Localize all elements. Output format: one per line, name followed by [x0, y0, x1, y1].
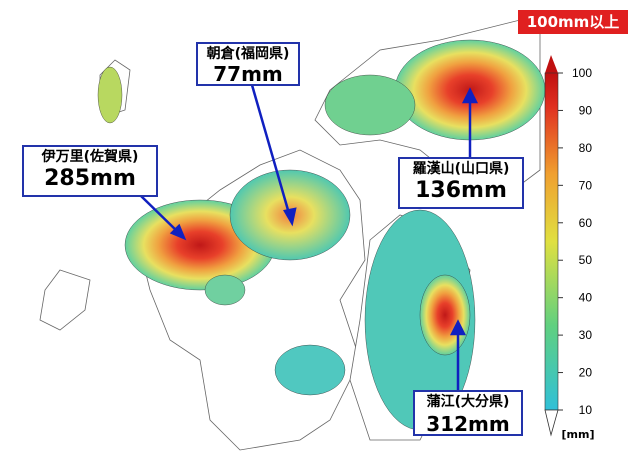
- tick-label: 50: [579, 253, 593, 267]
- tick-label: 10: [579, 403, 593, 417]
- arrows: [139, 84, 479, 390]
- label-box: 蒲江(大分県) 312mm: [413, 390, 523, 436]
- amount: 312mm: [426, 412, 510, 436]
- max-label: 100mm以上: [518, 10, 628, 34]
- tick-label: 20: [579, 366, 593, 380]
- label-box: 羅漢山(山口県) 136mm: [398, 157, 524, 209]
- rain-areas: [97, 39, 546, 431]
- colorbar: [mm] 10 20 30 40 50 60 70 80 90 100: [544, 55, 595, 441]
- tick-label: 100: [572, 66, 592, 80]
- colorbar-min-arrow: [544, 409, 559, 437]
- tick-label: 80: [579, 141, 593, 155]
- colorbar-max-arrow: [545, 55, 558, 73]
- amount: 77mm: [213, 62, 283, 86]
- place: 羅漢山(山口県): [412, 161, 510, 177]
- place: 蒲江(大分県): [426, 394, 510, 410]
- place: 朝倉(福岡県): [206, 46, 290, 62]
- label-box: 伊万里(佐賀県) 285mm: [22, 145, 158, 197]
- label-box: 朝倉(福岡県) 77mm: [196, 42, 300, 86]
- amount: 136mm: [415, 178, 507, 203]
- tick-label: 90: [579, 103, 593, 117]
- colorbar-unit: [mm]: [562, 428, 595, 441]
- colorbar-scale: [544, 72, 559, 411]
- amount: 285mm: [44, 166, 136, 191]
- tick-label: 70: [579, 178, 593, 192]
- tick-label: 60: [579, 216, 593, 230]
- tick-label: 40: [579, 291, 593, 305]
- tick-label: 30: [579, 328, 593, 342]
- place: 伊万里(佐賀県): [41, 149, 139, 165]
